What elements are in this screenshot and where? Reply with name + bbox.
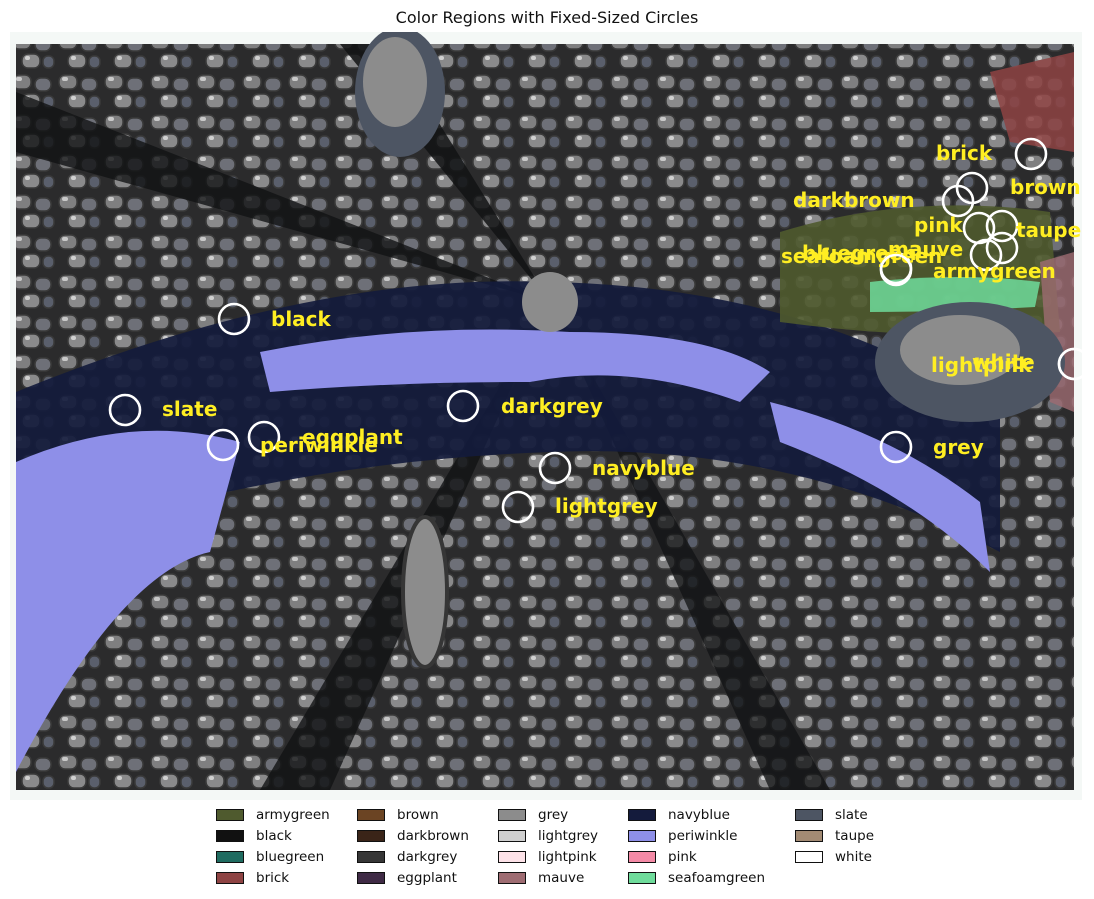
region-label-black: black: [271, 307, 332, 331]
legend-item-white: white: [785, 846, 885, 867]
region-label-navyblue: navyblue: [592, 456, 695, 480]
legend-swatch-slate: [795, 808, 823, 821]
marker-circle-armygreen: [879, 253, 913, 287]
legend-item-taupe: taupe: [785, 825, 885, 846]
region-label-grey: grey: [933, 435, 984, 459]
region-label-eggplant: eggplant: [302, 425, 403, 449]
legend-item-darkgrey: darkgrey: [347, 846, 488, 867]
region-label-brick: brick: [936, 141, 993, 165]
marker-circle-periwinkle: [206, 428, 240, 462]
marker-circle-grey: [879, 430, 913, 464]
legend-label-darkbrown: darkbrown: [397, 827, 469, 844]
legend-item-slate: slate: [785, 804, 885, 825]
legend-swatch-armygreen: [216, 808, 244, 821]
legend-label-grey: grey: [538, 806, 569, 823]
legend-swatch-seafoamgreen: [628, 871, 656, 884]
region-label-seafoamgreen: seafoamgreen: [781, 244, 942, 268]
marker-circle-navyblue: [538, 451, 572, 485]
legend-swatch-white: [795, 850, 823, 863]
legend-item-navyblue: navyblue: [618, 804, 785, 825]
region-label-white: white: [972, 350, 1035, 374]
legend-label-lightgrey: lightgrey: [538, 827, 599, 844]
legend-label-lightpink: lightpink: [538, 848, 597, 865]
legend-swatch-lightgrey: [498, 829, 526, 842]
marker-circle-brick: [1014, 137, 1048, 171]
region-label-pink: pink: [914, 213, 963, 237]
legend-label-eggplant: eggplant: [397, 869, 457, 886]
region-label-brown: brown: [1010, 175, 1081, 199]
marker-circle-mauve: [985, 231, 1019, 265]
region-label-bluegreen: bluegreen: [802, 241, 917, 265]
marker-circle-eggplant: [247, 420, 281, 454]
region-label-armygreen: armygreen: [933, 259, 1056, 283]
legend-swatch-brick: [216, 871, 244, 884]
legend-label-mauve: mauve: [538, 869, 585, 886]
legend-swatch-black: [216, 829, 244, 842]
legend-item-pink: pink: [618, 846, 785, 867]
region-label-darkbrown: darkbrown: [793, 188, 915, 212]
legend-label-white: white: [835, 848, 872, 865]
region-label-lightgrey: lightgrey: [555, 494, 658, 518]
legend-label-navyblue: navyblue: [668, 806, 730, 823]
marker-circle-lightgrey: [501, 490, 535, 524]
legend-swatch-taupe: [795, 829, 823, 842]
legend-swatch-pink: [628, 850, 656, 863]
legend-label-slate: slate: [835, 806, 868, 823]
legend-label-periwinkle: periwinkle: [668, 827, 738, 844]
legend-label-seafoamgreen: seafoamgreen: [668, 869, 766, 886]
legend-item-grey: grey: [488, 804, 618, 825]
legend: armygreen black bluegreen brick brown darkbro…: [206, 804, 885, 888]
marker-circle-seafoamgreen: [969, 238, 1003, 272]
legend-item-bluegreen: bluegreen: [206, 846, 347, 867]
marker-circle-black: [217, 302, 251, 336]
legend-label-brick: brick: [256, 869, 290, 886]
legend-item-lightgrey: lightgrey: [488, 825, 618, 846]
legend-label-brown: brown: [397, 806, 439, 823]
legend-swatch-periwinkle: [628, 829, 656, 842]
legend-item-black: black: [206, 825, 347, 846]
legend-label-bluegreen: bluegreen: [256, 848, 325, 865]
marker-circle-slate: [108, 393, 142, 427]
legend-item-seafoamgreen: seafoamgreen: [618, 867, 785, 888]
legend-label-taupe: taupe: [835, 827, 874, 844]
legend-item-darkbrown: darkbrown: [347, 825, 488, 846]
region-label-slate: slate: [162, 397, 217, 421]
legend-item-armygreen: armygreen: [206, 804, 347, 825]
marker-circle-darkgrey: [446, 389, 480, 423]
region-label-periwinkle: periwinkle: [260, 433, 378, 457]
legend-swatch-mauve: [498, 871, 526, 884]
legend-item-mauve: mauve: [488, 867, 618, 888]
region-label-taupe: taupe: [1016, 218, 1081, 242]
figure-title: Color Regions with Fixed-Sized Circles: [395, 8, 699, 27]
legend-item-eggplant: eggplant: [347, 867, 488, 888]
legend-swatch-lightpink: [498, 850, 526, 863]
legend-item-lightpink: lightpink: [488, 846, 618, 867]
legend-label-darkgrey: darkgrey: [397, 848, 458, 865]
region-label-darkgrey: darkgrey: [501, 394, 603, 418]
marker-circle-taupe: [985, 209, 1019, 243]
legend-label-armygreen: armygreen: [256, 806, 330, 823]
legend-item-periwinkle: periwinkle: [618, 825, 785, 846]
legend-swatch-navyblue: [628, 808, 656, 821]
region-label-lightpink: lightpink: [931, 353, 1032, 377]
legend-label-pink: pink: [668, 848, 697, 865]
legend-swatch-grey: [498, 808, 526, 821]
legend-swatch-darkbrown: [357, 829, 385, 842]
legend-item-brown: brown: [347, 804, 488, 825]
legend-item-brick: brick: [206, 867, 347, 888]
legend-swatch-eggplant: [357, 871, 385, 884]
marker-circle-darkbrown: [941, 184, 975, 218]
legend-swatch-darkgrey: [357, 850, 385, 863]
segmented-image: brick brown darkbrown pink taupe bluegreen mau…: [10, 32, 1082, 800]
legend-label-black: black: [256, 827, 292, 844]
marker-circle-lightpink: [1057, 347, 1082, 381]
legend-swatch-bluegreen: [216, 850, 244, 863]
legend-swatch-brown: [357, 808, 385, 821]
